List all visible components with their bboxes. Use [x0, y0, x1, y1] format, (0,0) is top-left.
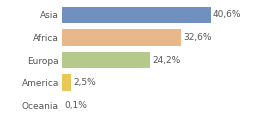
Bar — [62, 7, 211, 23]
Text: 40,6%: 40,6% — [213, 10, 241, 19]
Text: 24,2%: 24,2% — [153, 55, 181, 65]
Bar — [62, 74, 71, 91]
Bar — [62, 29, 181, 46]
Text: 0,1%: 0,1% — [64, 101, 87, 110]
Text: 2,5%: 2,5% — [73, 78, 96, 87]
Bar — [62, 52, 150, 68]
Text: 32,6%: 32,6% — [183, 33, 212, 42]
